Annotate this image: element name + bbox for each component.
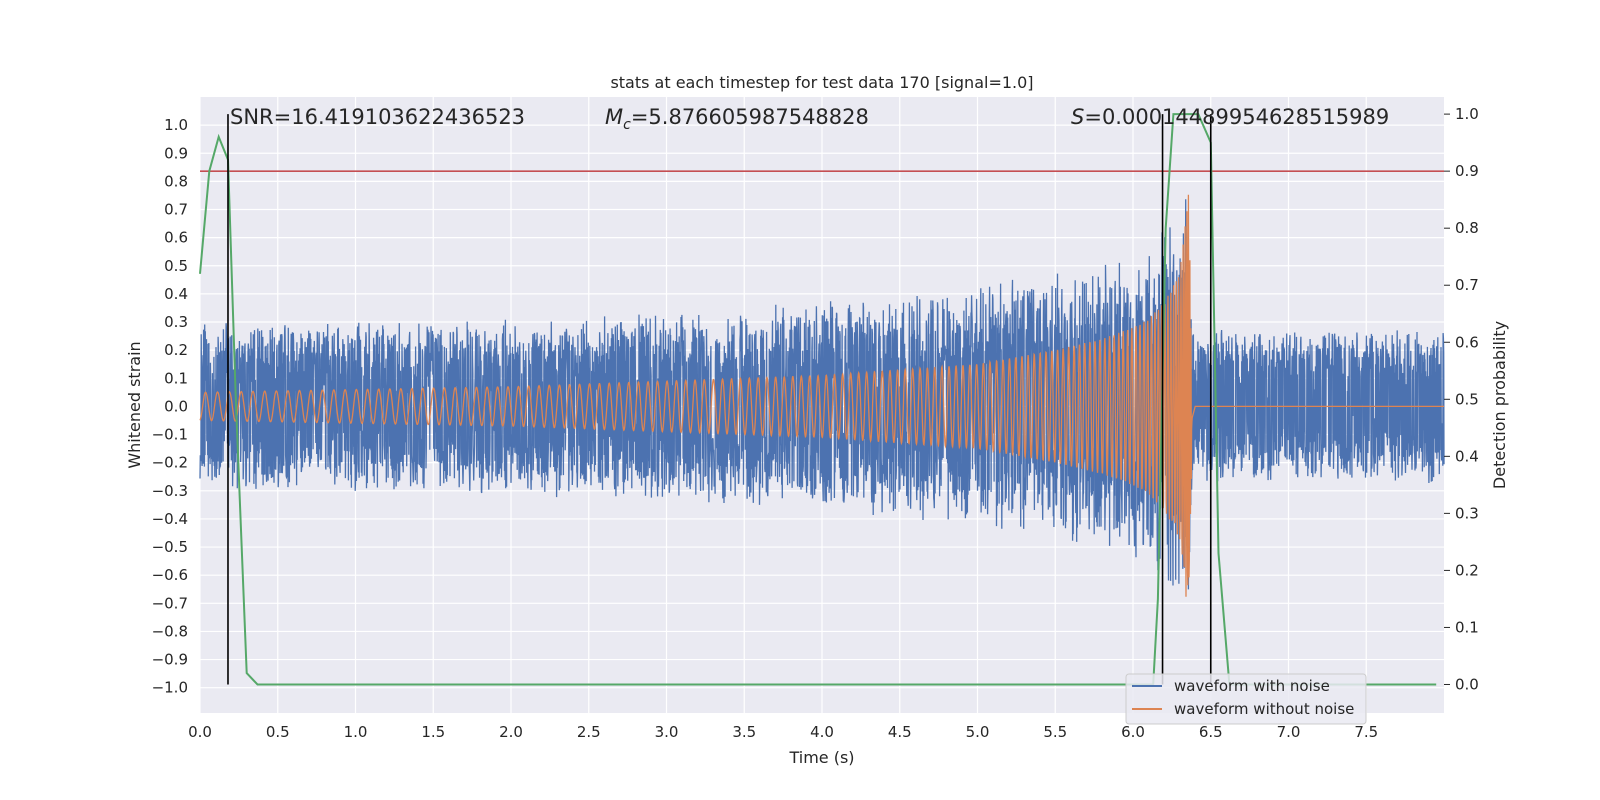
s-value: =0.00014489954628515989 — [1084, 105, 1389, 129]
y2-tick-label: 0.6 — [1455, 333, 1479, 351]
x-tick-label: 4.5 — [888, 723, 912, 741]
y-tick-label: 0.3 — [164, 313, 188, 331]
s-symbol: S — [1071, 105, 1084, 129]
x-tick-label: 0.5 — [266, 723, 290, 741]
y2-axis-label: Detection probability — [1490, 321, 1509, 489]
y-tick-label: −0.2 — [152, 454, 188, 472]
y-tick-label: 1.0 — [164, 116, 188, 134]
mc-annotation: Mc=5.876605987548828 — [605, 105, 869, 133]
y2-tick-label: 0.5 — [1455, 390, 1479, 408]
y-tick-label: 0.8 — [164, 172, 188, 190]
ticks: 0.0 0.5 1.0 1.5 2.0 2.5 3.0 3.5 4.0 4.5 5.0 5.5 6.0 6… — [152, 105, 1479, 741]
y-tick-label: 0.5 — [164, 257, 188, 275]
plot-series — [199, 194, 1445, 597]
y-tick-label: 0.7 — [164, 201, 188, 219]
y-tick-label: 0.9 — [164, 144, 188, 162]
y2-tick-label: 0.7 — [1455, 276, 1479, 294]
y2-tick-label: 1.0 — [1455, 105, 1479, 123]
y-tick-label: 0.1 — [164, 369, 188, 387]
chart-title: stats at each timestep for test data 170… — [610, 73, 1033, 92]
x-tick-label: 3.5 — [732, 723, 756, 741]
y-tick-label: −0.8 — [152, 622, 188, 640]
x-tick-label: 1.5 — [421, 723, 445, 741]
y-tick-label: −0.1 — [152, 426, 188, 444]
y-tick-label: −0.3 — [152, 482, 188, 500]
y2-tick-label: 0.1 — [1455, 618, 1479, 636]
x-tick-label: 5.0 — [966, 723, 990, 741]
x-tick-label: 3.0 — [655, 723, 679, 741]
overlays — [199, 113, 1444, 686]
y-tick-label: 0.2 — [164, 341, 188, 359]
y-tick-label: −0.6 — [152, 566, 188, 584]
y-tick-label: −1.0 — [152, 679, 188, 697]
y-tick-label: −0.5 — [152, 538, 188, 556]
mc-value: =5.876605987548828 — [631, 105, 869, 129]
y-tick-label: −0.9 — [152, 651, 188, 669]
y-tick-label: 0.6 — [164, 229, 188, 247]
series-detection-probability — [199, 113, 1437, 686]
mc-symbol: M — [605, 105, 623, 129]
y2-tick-label: 0.4 — [1455, 447, 1479, 465]
y-tick-label: 0.0 — [164, 397, 188, 415]
legend-label-waveform-without-noise: waveform without noise — [1174, 700, 1354, 718]
x-tick-label: 2.0 — [499, 723, 523, 741]
x-tick-label: 6.5 — [1199, 723, 1223, 741]
y2-tick-label: 0.2 — [1455, 561, 1479, 579]
legend-label-waveform-with-noise: waveform with noise — [1174, 677, 1330, 695]
x-tick-label: 1.0 — [344, 723, 368, 741]
x-tick-label: 7.0 — [1277, 723, 1301, 741]
series-waveform-without-noise — [199, 194, 1444, 597]
y2-tick-label: 0.3 — [1455, 504, 1479, 522]
s-annotation: S=0.00014489954628515989 — [1071, 105, 1389, 129]
y2-tick-label: 0.8 — [1455, 219, 1479, 237]
x-tick-label: 2.5 — [577, 723, 601, 741]
x-axis-label: Time (s) — [788, 748, 854, 767]
mc-subscript: c — [623, 117, 631, 133]
y-tick-label: −0.4 — [152, 510, 188, 528]
y2-tick-label: 0.0 — [1455, 675, 1479, 693]
snr-annotation: SNR=16.419103622436523 — [230, 105, 525, 129]
x-tick-label: 5.5 — [1043, 723, 1067, 741]
y-tick-label: −0.7 — [152, 594, 188, 612]
legend: waveform with noise waveform without noi… — [1125, 673, 1367, 725]
x-tick-label: 4.0 — [810, 723, 834, 741]
y2-tick-label: 0.9 — [1455, 162, 1479, 180]
y-axis-label: Whitened strain — [125, 341, 144, 468]
x-tick-label: 6.0 — [1121, 723, 1145, 741]
y-tick-label: 0.4 — [164, 285, 188, 303]
series-waveform-with-noise — [199, 199, 1445, 590]
x-tick-label: 7.5 — [1354, 723, 1378, 741]
x-tick-label: 0.0 — [188, 723, 212, 741]
legend-box — [1125, 673, 1367, 725]
